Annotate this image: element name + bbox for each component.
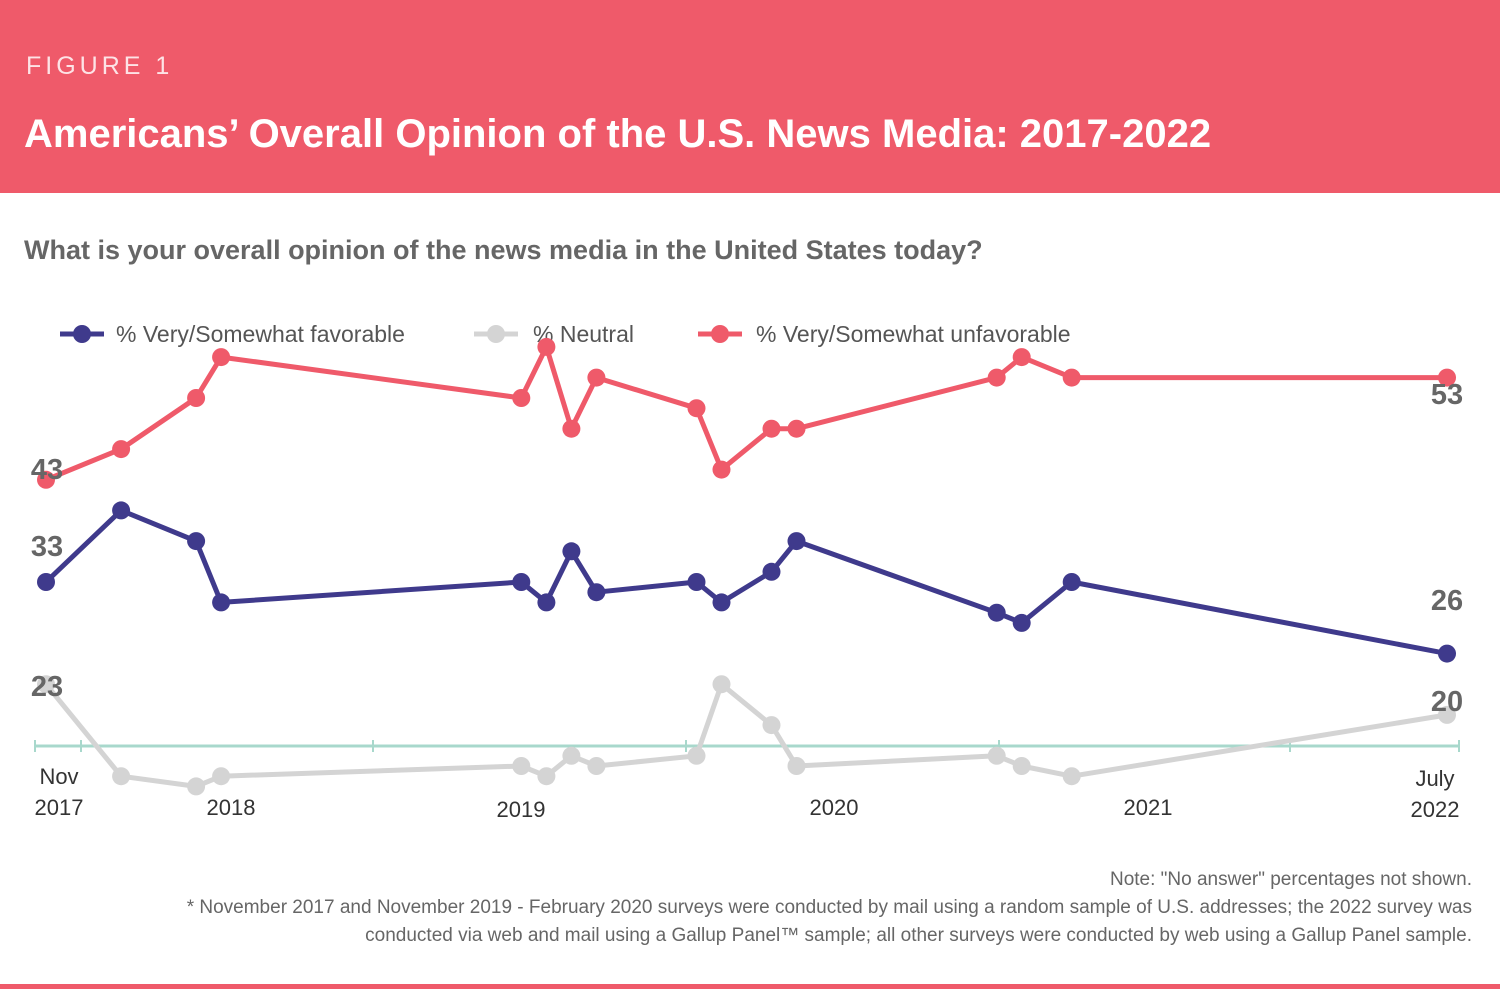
data-point-neutral	[537, 767, 556, 786]
data-point-favorable	[537, 593, 556, 612]
legend-item-unfavorable: % Very/Somewhat unfavorable	[698, 321, 1071, 347]
data-point-favorable	[687, 573, 706, 591]
data-point-unfavorable	[687, 399, 706, 418]
end-label-favorable: 26	[1431, 585, 1463, 617]
data-point-neutral	[1438, 705, 1456, 724]
data-point-unfavorable	[1062, 368, 1081, 387]
series-unfavorable	[37, 337, 1456, 489]
data-point-unfavorable	[187, 389, 206, 407]
data-point-unfavorable	[712, 460, 731, 479]
legend-label-favorable: % Very/Somewhat favorable	[116, 321, 405, 347]
chart-notes: Note: "No answer" percentages not shown.…	[32, 866, 1472, 950]
start-label-neutral: 23	[31, 671, 63, 703]
x-tick-label: July 2022	[1411, 766, 1460, 822]
data-point-neutral	[587, 757, 606, 775]
data-point-favorable	[1438, 644, 1456, 663]
series-layer	[37, 337, 1456, 796]
x-tick-label: 2018	[207, 795, 256, 820]
data-point-neutral	[212, 767, 231, 786]
data-point-favorable	[112, 501, 131, 520]
x-tick-label: 2020	[810, 795, 859, 820]
legend-item-favorable: % Very/Somewhat favorable	[60, 321, 405, 347]
data-point-favorable	[787, 532, 806, 551]
series-line-unfavorable	[45, 344, 1447, 483]
legend: % Very/Somewhat favorable % Neutral % Ve…	[60, 321, 1071, 347]
end-label-neutral: 20	[1431, 686, 1463, 718]
data-point-favorable	[587, 583, 606, 602]
data-point-neutral	[712, 675, 731, 694]
data-point-favorable	[1012, 613, 1031, 632]
data-point-favorable	[1062, 573, 1081, 591]
x-tick-label: 2019	[497, 797, 546, 822]
data-point-favorable	[37, 573, 55, 591]
start-label-favorable: 33	[31, 531, 63, 563]
series-line-neutral	[44, 681, 1448, 789]
data-point-unfavorable	[1438, 368, 1456, 387]
survey-question: What is your overall opinion of the news…	[24, 235, 983, 265]
start-label-unfavorable: 43	[31, 454, 63, 486]
data-point-unfavorable	[212, 348, 231, 367]
chart-title: Americans’ Overall Opinion of the U.S. N…	[24, 112, 1212, 156]
data-point-unfavorable	[762, 419, 781, 438]
note-line: Note: "No answer" percentages not shown.	[1109, 869, 1472, 890]
header-banner: FIGURE 1 Americans’ Overall Opinion of t…	[0, 0, 1500, 193]
data-point-favorable	[762, 562, 781, 581]
figure-label: FIGURE 1	[26, 52, 174, 80]
note-line: conducted via web and mail using a Gallu…	[365, 925, 1472, 946]
data-point-favorable	[212, 593, 231, 612]
bottom-rule	[0, 984, 1500, 989]
data-point-neutral	[687, 746, 706, 765]
data-point-neutral	[787, 757, 806, 775]
data-point-unfavorable	[587, 368, 606, 387]
series-line-favorable	[44, 507, 1448, 657]
data-point-neutral	[187, 777, 206, 796]
data-point-neutral	[762, 716, 781, 735]
end-label-unfavorable: 53	[1431, 379, 1463, 411]
series-favorable	[37, 501, 1456, 663]
x-tick-label: 2021	[1124, 795, 1173, 820]
data-point-neutral	[1012, 757, 1031, 775]
x-tick-label: Nov 2017	[35, 764, 84, 820]
data-point-favorable	[512, 573, 531, 591]
data-point-unfavorable	[37, 470, 55, 489]
data-point-favorable	[987, 603, 1006, 622]
data-point-unfavorable	[537, 337, 556, 356]
series-neutral	[37, 675, 1456, 796]
data-point-neutral	[112, 767, 131, 786]
data-point-neutral	[1062, 767, 1081, 786]
data-point-neutral	[37, 675, 55, 694]
data-point-unfavorable	[512, 389, 531, 407]
data-point-unfavorable	[562, 419, 581, 438]
note-line: * November 2017 and November 2019 - Febr…	[186, 897, 1472, 918]
data-point-unfavorable	[787, 419, 806, 438]
data-point-favorable	[712, 593, 731, 612]
legend-label-unfavorable: % Very/Somewhat unfavorable	[756, 321, 1071, 347]
data-point-unfavorable	[112, 440, 131, 459]
data-point-favorable	[187, 532, 206, 551]
data-point-neutral	[512, 757, 531, 775]
data-point-neutral	[987, 746, 1006, 765]
data-point-unfavorable	[1012, 348, 1031, 367]
data-point-unfavorable	[987, 368, 1006, 387]
data-point-favorable	[562, 542, 581, 561]
data-point-neutral	[562, 746, 581, 765]
line-chart: % Very/Somewhat favorable % Neutral % Ve…	[31, 321, 1463, 822]
